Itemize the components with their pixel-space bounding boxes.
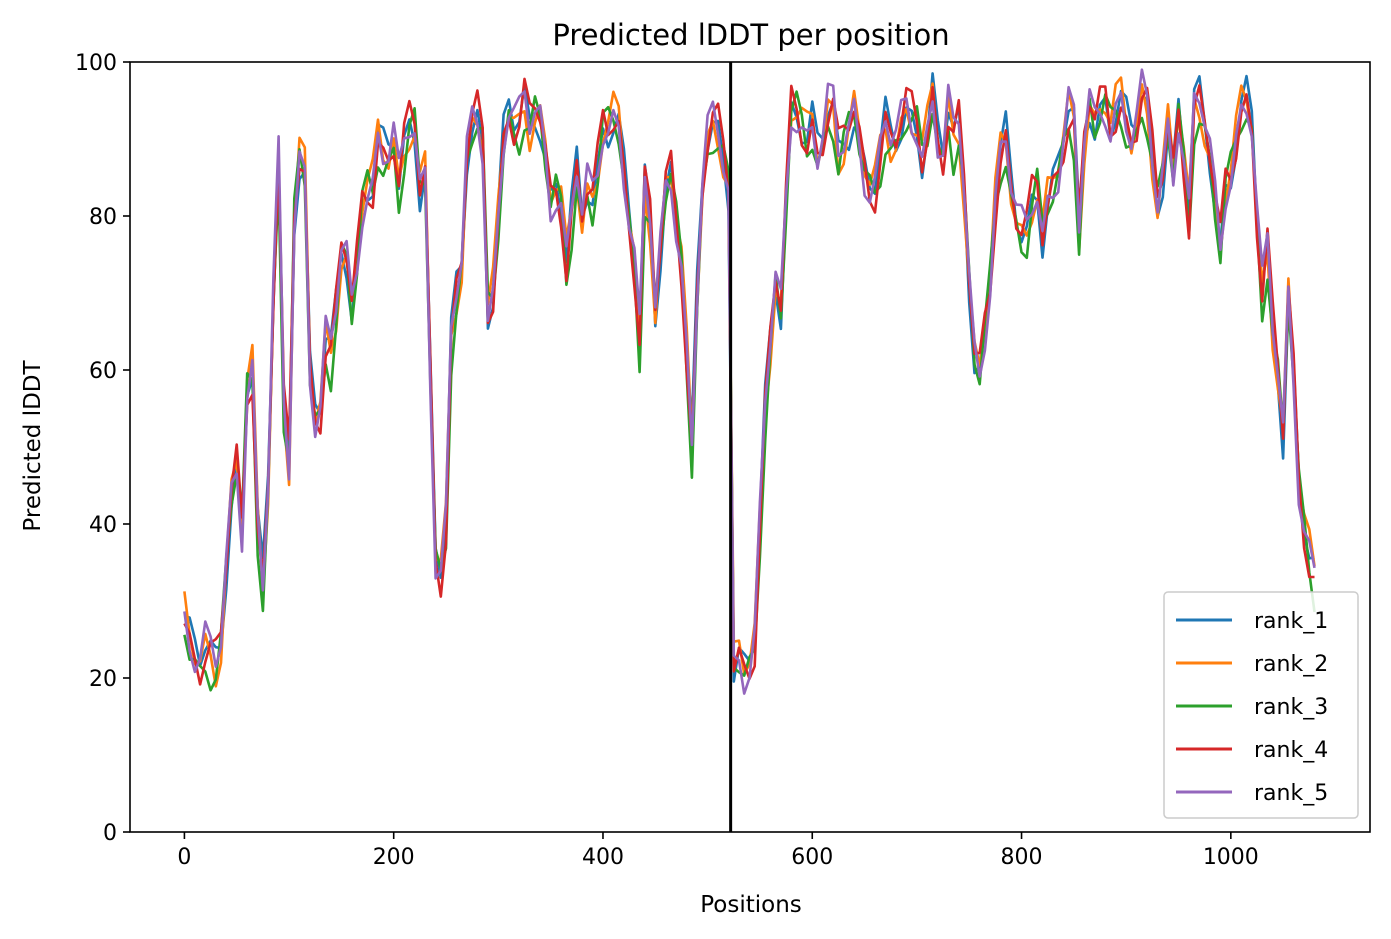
y-axis-label: Predicted lDDT — [20, 359, 46, 531]
y-tick-label: 80 — [89, 205, 117, 230]
series-line-rank_5 — [183, 68, 1316, 695]
y-tick-label: 100 — [75, 51, 117, 76]
y-tick-label: 0 — [103, 821, 117, 846]
legend-label-rank_1: rank_1 — [1254, 609, 1328, 634]
y-axis-ticks: 0 20 40 60 80 100 — [75, 51, 130, 846]
legend-label-rank_4: rank_4 — [1254, 738, 1328, 763]
y-tick-label: 40 — [89, 513, 117, 538]
legend-label-rank_2: rank_2 — [1254, 652, 1328, 677]
x-tick-label: 1000 — [1203, 845, 1259, 870]
legend-label-rank_3: rank_3 — [1254, 695, 1328, 720]
legend-label-rank_5: rank_5 — [1254, 781, 1328, 806]
y-tick-label: 20 — [89, 667, 117, 692]
series-layer — [183, 68, 1316, 695]
plot-frame — [129, 61, 1371, 833]
y-tick-label: 60 — [89, 359, 117, 384]
x-tick-label: 800 — [1001, 845, 1043, 870]
legend: rank_1 rank_2 rank_3 rank_4 rank_5 — [1163, 591, 1359, 819]
x-tick-label: 600 — [791, 845, 833, 870]
x-axis-ticks: 0 200 400 600 800 1000 — [177, 832, 1259, 870]
x-tick-label: 200 — [373, 845, 415, 870]
x-axis-label: Positions — [700, 892, 802, 918]
x-tick-label: 0 — [177, 845, 191, 870]
chart-title: Predicted lDDT per position — [552, 18, 949, 52]
x-tick-label: 400 — [582, 845, 624, 870]
legend-box — [1163, 591, 1359, 819]
